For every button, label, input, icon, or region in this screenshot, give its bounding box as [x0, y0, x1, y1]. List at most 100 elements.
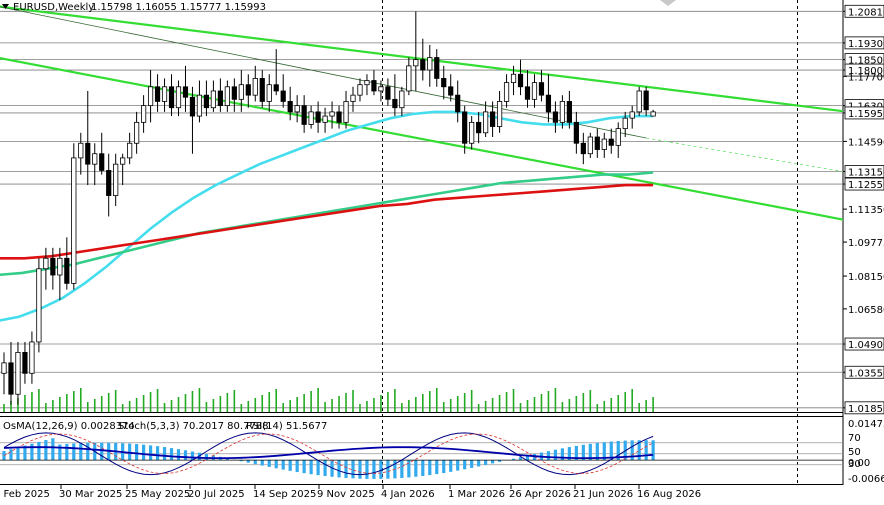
candle	[587, 132, 593, 158]
candle	[636, 86, 642, 117]
candle-body	[266, 84, 272, 102]
candle	[448, 74, 454, 102]
candle	[78, 132, 84, 175]
candle-body	[566, 101, 572, 123]
time-tick-label: 25 May 2025	[125, 489, 190, 500]
candle-body	[308, 111, 314, 125]
candle-body	[552, 111, 559, 123]
candle	[134, 111, 140, 154]
candle	[510, 65, 517, 96]
trend-line[interactable]	[0, 56, 849, 221]
price-tick-label: 1.14590	[848, 137, 884, 148]
candle-body	[168, 86, 175, 109]
candle-body	[175, 86, 182, 109]
price-tick-label: 1.04900	[848, 340, 884, 351]
candle	[57, 247, 63, 301]
candle	[182, 65, 189, 112]
candle-body	[203, 94, 210, 109]
candle-body	[496, 101, 503, 127]
candle	[196, 80, 203, 123]
candle-body	[455, 94, 461, 113]
candle-body	[503, 82, 510, 102]
time-tick-label: 20 Jul 2025	[188, 489, 245, 500]
candle	[8, 341, 14, 405]
candle-body	[483, 111, 489, 134]
candle	[120, 153, 126, 186]
candle-body	[99, 153, 105, 171]
chart-shift-marker-icon[interactable]	[660, 0, 676, 6]
candle	[238, 70, 244, 112]
price-tick-label: 1.08150	[848, 272, 884, 283]
indicator-tick-label: 50	[848, 447, 861, 458]
level-price-box	[844, 365, 884, 379]
candle-body	[273, 84, 279, 92]
candle	[1, 352, 7, 395]
price-tick-label: 1.13150	[848, 167, 884, 178]
candle	[489, 101, 496, 137]
candle-body	[245, 84, 251, 96]
candle	[343, 90, 349, 129]
indicator-tick-label: 0.00	[848, 458, 870, 469]
candle	[573, 111, 579, 154]
level-price-box	[844, 63, 884, 77]
candle-body	[622, 117, 628, 130]
candle-body	[71, 157, 77, 284]
candle	[545, 74, 552, 123]
price-tick-label: 1.03550	[848, 368, 884, 379]
candle	[85, 90, 91, 186]
candle	[280, 74, 286, 108]
candle-body	[154, 86, 161, 102]
symbol-label: EURUSD,Weekly	[13, 2, 94, 13]
candle-body	[147, 86, 154, 107]
candles	[1, 11, 656, 405]
candle	[357, 78, 363, 102]
candle	[427, 44, 433, 87]
candle-body	[238, 84, 244, 100]
candle-body	[78, 142, 84, 159]
candle-body	[413, 59, 419, 67]
candle	[273, 49, 279, 96]
candle-body	[329, 111, 335, 117]
time-tick-label: 2 Feb 2025	[0, 489, 50, 500]
candle	[629, 105, 635, 129]
candle	[231, 78, 237, 112]
candle	[210, 80, 216, 112]
dropdown-arrow-icon[interactable]	[2, 4, 9, 9]
candle-body	[106, 170, 112, 196]
candle	[203, 80, 210, 117]
candle	[147, 70, 154, 123]
candle	[154, 74, 161, 112]
candle	[566, 90, 572, 129]
level-price-box	[844, 36, 884, 50]
level-price-box	[844, 337, 884, 351]
candle	[22, 341, 28, 384]
candle	[217, 78, 223, 112]
candle-body	[357, 84, 363, 96]
candle-body	[545, 94, 552, 113]
candle	[538, 70, 545, 102]
candle-body	[140, 105, 147, 123]
trend-line[interactable]	[0, 6, 647, 139]
candle	[650, 109, 656, 117]
candle-body	[392, 98, 398, 109]
candle-body	[531, 82, 538, 100]
trend-line[interactable]	[646, 137, 848, 173]
candle	[413, 11, 419, 91]
indicator-lines	[0, 432, 843, 479]
candle-body	[189, 96, 196, 117]
candle	[336, 105, 342, 129]
candle	[308, 105, 314, 129]
candle-body	[287, 101, 293, 113]
candle-body	[538, 82, 545, 96]
candle	[113, 153, 119, 206]
osma-label: OsMA(12,26,9) 0.0028374	[3, 421, 135, 432]
candle	[503, 74, 510, 108]
candle-body	[15, 351, 21, 395]
candle	[287, 86, 293, 121]
candle	[476, 111, 482, 144]
candle-body	[448, 86, 454, 96]
candle-body	[161, 86, 168, 102]
candle-body	[420, 59, 426, 71]
